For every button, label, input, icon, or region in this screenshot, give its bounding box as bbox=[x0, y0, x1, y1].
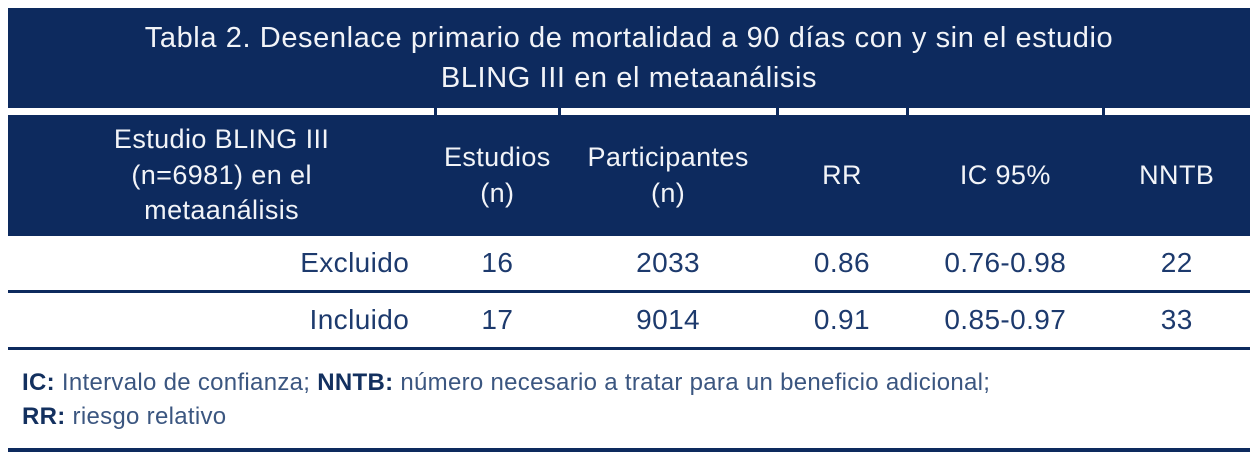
results-table: Tabla 2. Desenlace primario de mortalida… bbox=[8, 8, 1250, 452]
table-title: Tabla 2. Desenlace primario de mortalida… bbox=[8, 8, 1250, 108]
participantes-n-value: 2033 bbox=[636, 247, 701, 278]
footnote-ic-text: Intervalo de confianza; bbox=[61, 369, 311, 396]
header-estudio-bling-line-1: Estudio BLING III bbox=[113, 124, 330, 155]
header-rr: RR bbox=[822, 159, 862, 190]
column-divider-tick bbox=[906, 105, 910, 118]
table-title-line-2: BLING III en el metaanálisis bbox=[440, 62, 818, 94]
table-header-row: Estudio BLING III (n=6981) en el metaaná… bbox=[8, 115, 1250, 236]
ic95-value: 0.76-0.98 bbox=[944, 247, 1067, 278]
column-divider-tick bbox=[1102, 105, 1106, 118]
nntb-value: 33 bbox=[1160, 304, 1193, 335]
ic95-value: 0.85-0.97 bbox=[944, 304, 1067, 335]
estudios-n-value: 16 bbox=[481, 247, 514, 278]
title-header-separator bbox=[8, 105, 1250, 118]
footnote-ic-abbr: IC: bbox=[22, 369, 55, 396]
rr-value: 0.91 bbox=[813, 304, 871, 335]
footnote-nntb-abbr: NNTB: bbox=[317, 369, 394, 396]
column-divider-tick bbox=[558, 105, 562, 118]
row-label: Incluido bbox=[309, 304, 410, 335]
header-participantes-n-line-1: Participantes bbox=[587, 141, 749, 172]
header-estudios-n-line-2: (n) bbox=[480, 177, 515, 208]
header-ic95: IC 95% bbox=[959, 159, 1051, 190]
header-estudio-bling: Estudio BLING III (n=6981) en el metaaná… bbox=[8, 115, 435, 236]
footnote-nntb-text: número necesario a tratar para un benefi… bbox=[400, 369, 991, 396]
table-row-incluido: Incluido 17 9014 0.91 0.85-0.97 33 bbox=[8, 293, 1250, 350]
header-nntb: NNTB bbox=[1139, 159, 1215, 190]
nntb-value: 22 bbox=[1160, 247, 1193, 278]
column-divider-tick bbox=[775, 105, 779, 118]
participantes-n-value: 9014 bbox=[636, 304, 701, 335]
rr-value: 0.86 bbox=[813, 247, 871, 278]
row-label: Excluido bbox=[300, 247, 410, 278]
footnote-rr-text: riesgo relativo bbox=[72, 403, 227, 431]
header-participantes-n-line-2: (n) bbox=[650, 177, 686, 208]
column-divider-tick bbox=[434, 105, 438, 118]
header-estudios-n-line-1: Estudios bbox=[443, 141, 551, 172]
estudios-n-value: 17 bbox=[481, 304, 514, 335]
table-title-line-1: Tabla 2. Desenlace primario de mortalida… bbox=[144, 21, 1114, 54]
table-row-excluido: Excluido 16 2033 0.86 0.76-0.98 22 bbox=[8, 236, 1250, 293]
footnote-rr-abbr: RR: bbox=[22, 403, 66, 431]
header-participantes-n: Participantes (n) bbox=[559, 115, 776, 236]
header-estudio-bling-line-3: metaanálisis bbox=[144, 195, 300, 226]
table-footnote: IC: Intervalo de confianza; NNTB: número… bbox=[8, 350, 1250, 452]
header-estudio-bling-line-2: (n=6981) en el bbox=[131, 159, 312, 190]
header-estudios-n: Estudios (n) bbox=[435, 115, 559, 236]
